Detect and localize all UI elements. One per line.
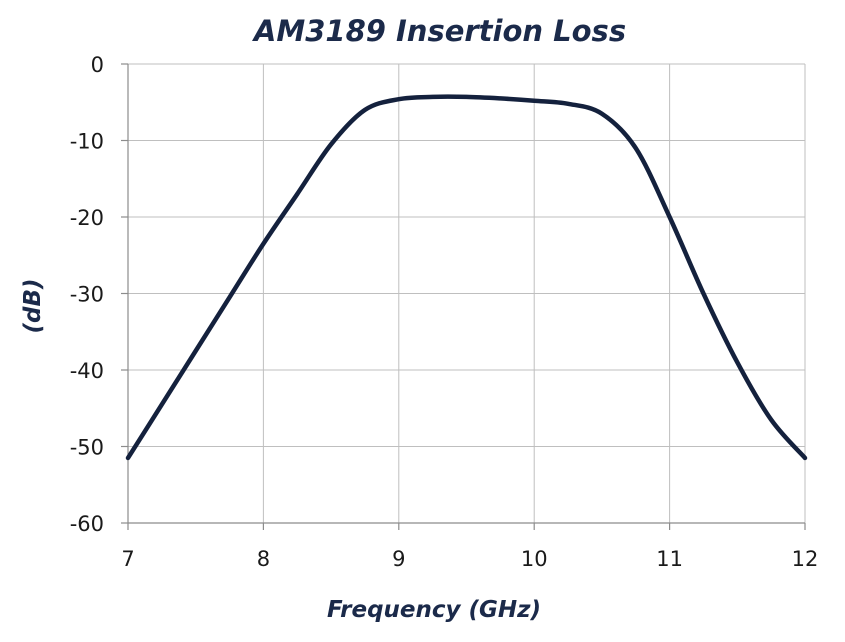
axes xyxy=(121,63,806,530)
y-axis-label: (dB) xyxy=(20,278,46,333)
y-tick-label: -60 xyxy=(70,512,104,536)
grid xyxy=(127,63,806,524)
y-axis-ticks: 0 -10 -20 -30 -40 -50 -60 xyxy=(70,53,104,536)
x-tick-label: 10 xyxy=(521,547,548,571)
y-tick-label: -10 xyxy=(70,130,104,154)
x-axis-ticks: 7 8 9 10 11 12 xyxy=(121,547,818,571)
y-tick-label: -20 xyxy=(70,206,104,230)
y-tick-label: -50 xyxy=(70,436,104,460)
insertion-loss-line xyxy=(125,94,808,461)
x-tick-label: 12 xyxy=(792,547,819,571)
y-tick-label: 0 xyxy=(91,53,104,77)
chart-title: AM3189 Insertion Loss xyxy=(252,14,626,48)
y-tick-label: -40 xyxy=(70,359,104,383)
x-tick-label: 11 xyxy=(656,547,683,571)
x-tick-label: 8 xyxy=(257,547,270,571)
x-tick-label: 7 xyxy=(121,547,134,571)
y-tick-label: -30 xyxy=(70,283,104,307)
x-tick-label: 9 xyxy=(392,547,405,571)
x-axis-label: Frequency (GHz) xyxy=(327,597,541,623)
